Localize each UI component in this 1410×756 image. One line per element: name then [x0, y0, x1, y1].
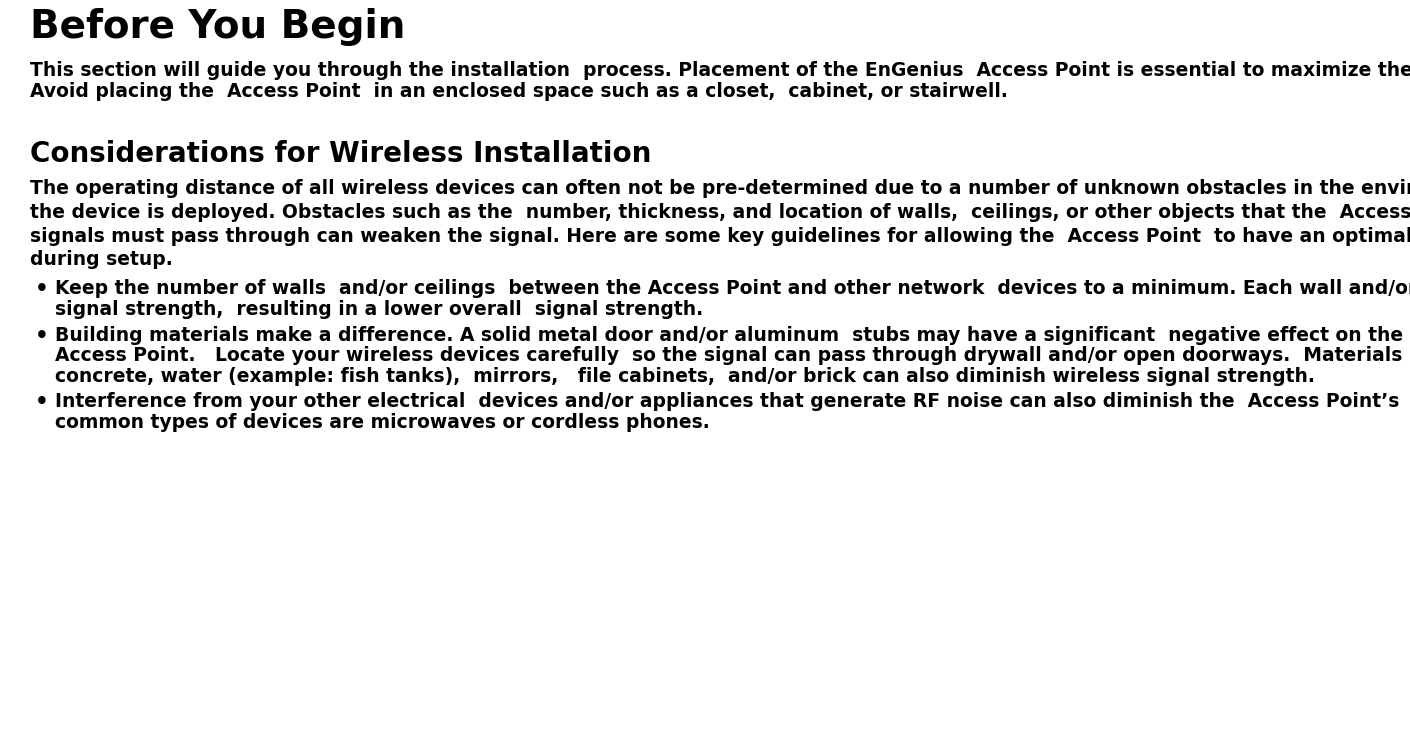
- Text: during setup.: during setup.: [30, 250, 173, 269]
- Text: Avoid placing the  Access Point  in an enclosed space such as a closet,  cabinet: Avoid placing the Access Point in an enc…: [30, 82, 1008, 101]
- Text: Interference from your other electrical  devices and/or appliances that generate: Interference from your other electrical …: [55, 392, 1410, 411]
- Text: This section will guide you through the installation  process. Placement of the : This section will guide you through the …: [30, 60, 1410, 80]
- Text: Before You Begin: Before You Begin: [30, 8, 406, 46]
- Text: •: •: [35, 392, 49, 413]
- Text: Access Point.   Locate your wireless devices carefully  so the signal can pass t: Access Point. Locate your wireless devic…: [55, 346, 1410, 365]
- Text: Considerations for Wireless Installation: Considerations for Wireless Installation: [30, 141, 651, 169]
- Text: Building materials make a difference. A solid metal door and/or aluminum  stubs : Building materials make a difference. A …: [55, 326, 1410, 345]
- Text: concrete, water (example: fish tanks),  mirrors,   file cabinets,  and/or brick : concrete, water (example: fish tanks), m…: [55, 367, 1316, 386]
- Text: signal strength,  resulting in a lower overall  signal strength.: signal strength, resulting in a lower ov…: [55, 300, 704, 320]
- Text: Keep the number of walls  and/or ceilings  between the Access Point and other ne: Keep the number of walls and/or ceilings…: [55, 280, 1410, 299]
- Text: The operating distance of all wireless devices can often not be pre-determined d: The operating distance of all wireless d…: [30, 179, 1410, 198]
- Text: •: •: [35, 280, 49, 299]
- Text: •: •: [35, 326, 49, 345]
- Text: signals must pass through can weaken the signal. Here are some key guidelines fo: signals must pass through can weaken the…: [30, 227, 1410, 246]
- Text: the device is deployed. Obstacles such as the  number, thickness, and location o: the device is deployed. Obstacles such a…: [30, 203, 1410, 222]
- Text: common types of devices are microwaves or cordless phones.: common types of devices are microwaves o…: [55, 414, 709, 432]
